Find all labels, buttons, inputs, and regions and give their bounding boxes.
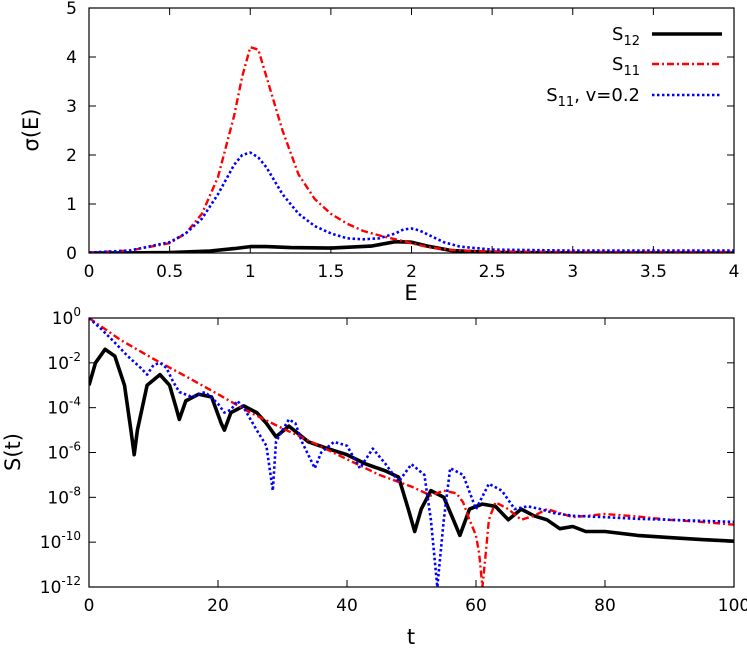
y-tick-label: 10-6 [47, 440, 81, 464]
survival-chart: 0 20 40 60 80 100 100 10-2 10-4 10-6 10-8 10-10 10-1… [1, 305, 747, 649]
survival-chart-xlabel: t [407, 625, 415, 649]
y-tick-label: 4 [66, 48, 77, 68]
legend-label-s11: S11 [612, 54, 640, 79]
legend-label-s12: S12 [612, 24, 640, 49]
series-line-s11 [89, 46, 734, 253]
y-tick-label: 10-2 [47, 350, 81, 374]
y-tick-label: 5 [66, 0, 77, 19]
sigma-chart: 0 0.5 1 1.5 2 2.5 3 3.5 4 0 1 2 3 4 5 E σ(E) S12 S11 S11… [19, 0, 739, 305]
sigma-chart-ticks: 0 0.5 1 1.5 2 2.5 3 3.5 4 0 1 2 3 4 5 [66, 0, 739, 282]
legend: S12 S11 S11, v=0.2 [546, 24, 722, 110]
series-line-s12 [89, 347, 734, 543]
y-tick-label: 100 [52, 305, 81, 329]
y-tick-label: 10-12 [40, 574, 81, 598]
y-tick-label: 1 [66, 195, 77, 215]
x-tick-label: 40 [336, 596, 358, 616]
series-line-s11v [89, 318, 734, 587]
y-tick-label: 2 [66, 146, 77, 166]
x-tick-label: 0 [84, 596, 95, 616]
sigma-chart-ylabel: σ(E) [19, 109, 43, 152]
x-tick-label: 3.5 [640, 262, 667, 282]
x-tick-label: 3 [567, 262, 578, 282]
survival-chart-frame [88, 317, 735, 588]
x-tick-label: 1.5 [317, 262, 344, 282]
y-tick-label: 10-8 [47, 484, 81, 508]
y-tick-label: 0 [66, 244, 77, 264]
x-tick-label: 80 [594, 596, 616, 616]
x-tick-label: 20 [207, 596, 229, 616]
survival-chart-series [89, 318, 734, 587]
x-tick-label: 60 [465, 596, 487, 616]
x-tick-label: 0.5 [156, 262, 183, 282]
sigma-chart-xlabel: E [404, 281, 417, 305]
y-tick-label: 3 [66, 97, 77, 117]
legend-label-s11v: S11, v=0.2 [546, 85, 640, 110]
x-tick-label: 100 [718, 596, 747, 616]
x-tick-label: 0 [84, 262, 95, 282]
sigma-chart-frame [88, 7, 735, 254]
x-tick-label: 1 [245, 262, 256, 282]
y-tick-label: 10-10 [40, 529, 81, 553]
survival-chart-ticks: 0 20 40 60 80 100 100 10-2 10-4 10-6 10-8 10-10 10-1… [40, 305, 747, 616]
x-tick-label: 2 [406, 262, 417, 282]
x-tick-label: 4 [729, 262, 740, 282]
survival-chart-ylabel: S(t) [1, 433, 25, 471]
x-tick-label: 2.5 [479, 262, 506, 282]
series-line-s11v [89, 151, 734, 253]
series-line-s11 [89, 318, 734, 587]
y-tick-label: 10-4 [47, 395, 81, 419]
